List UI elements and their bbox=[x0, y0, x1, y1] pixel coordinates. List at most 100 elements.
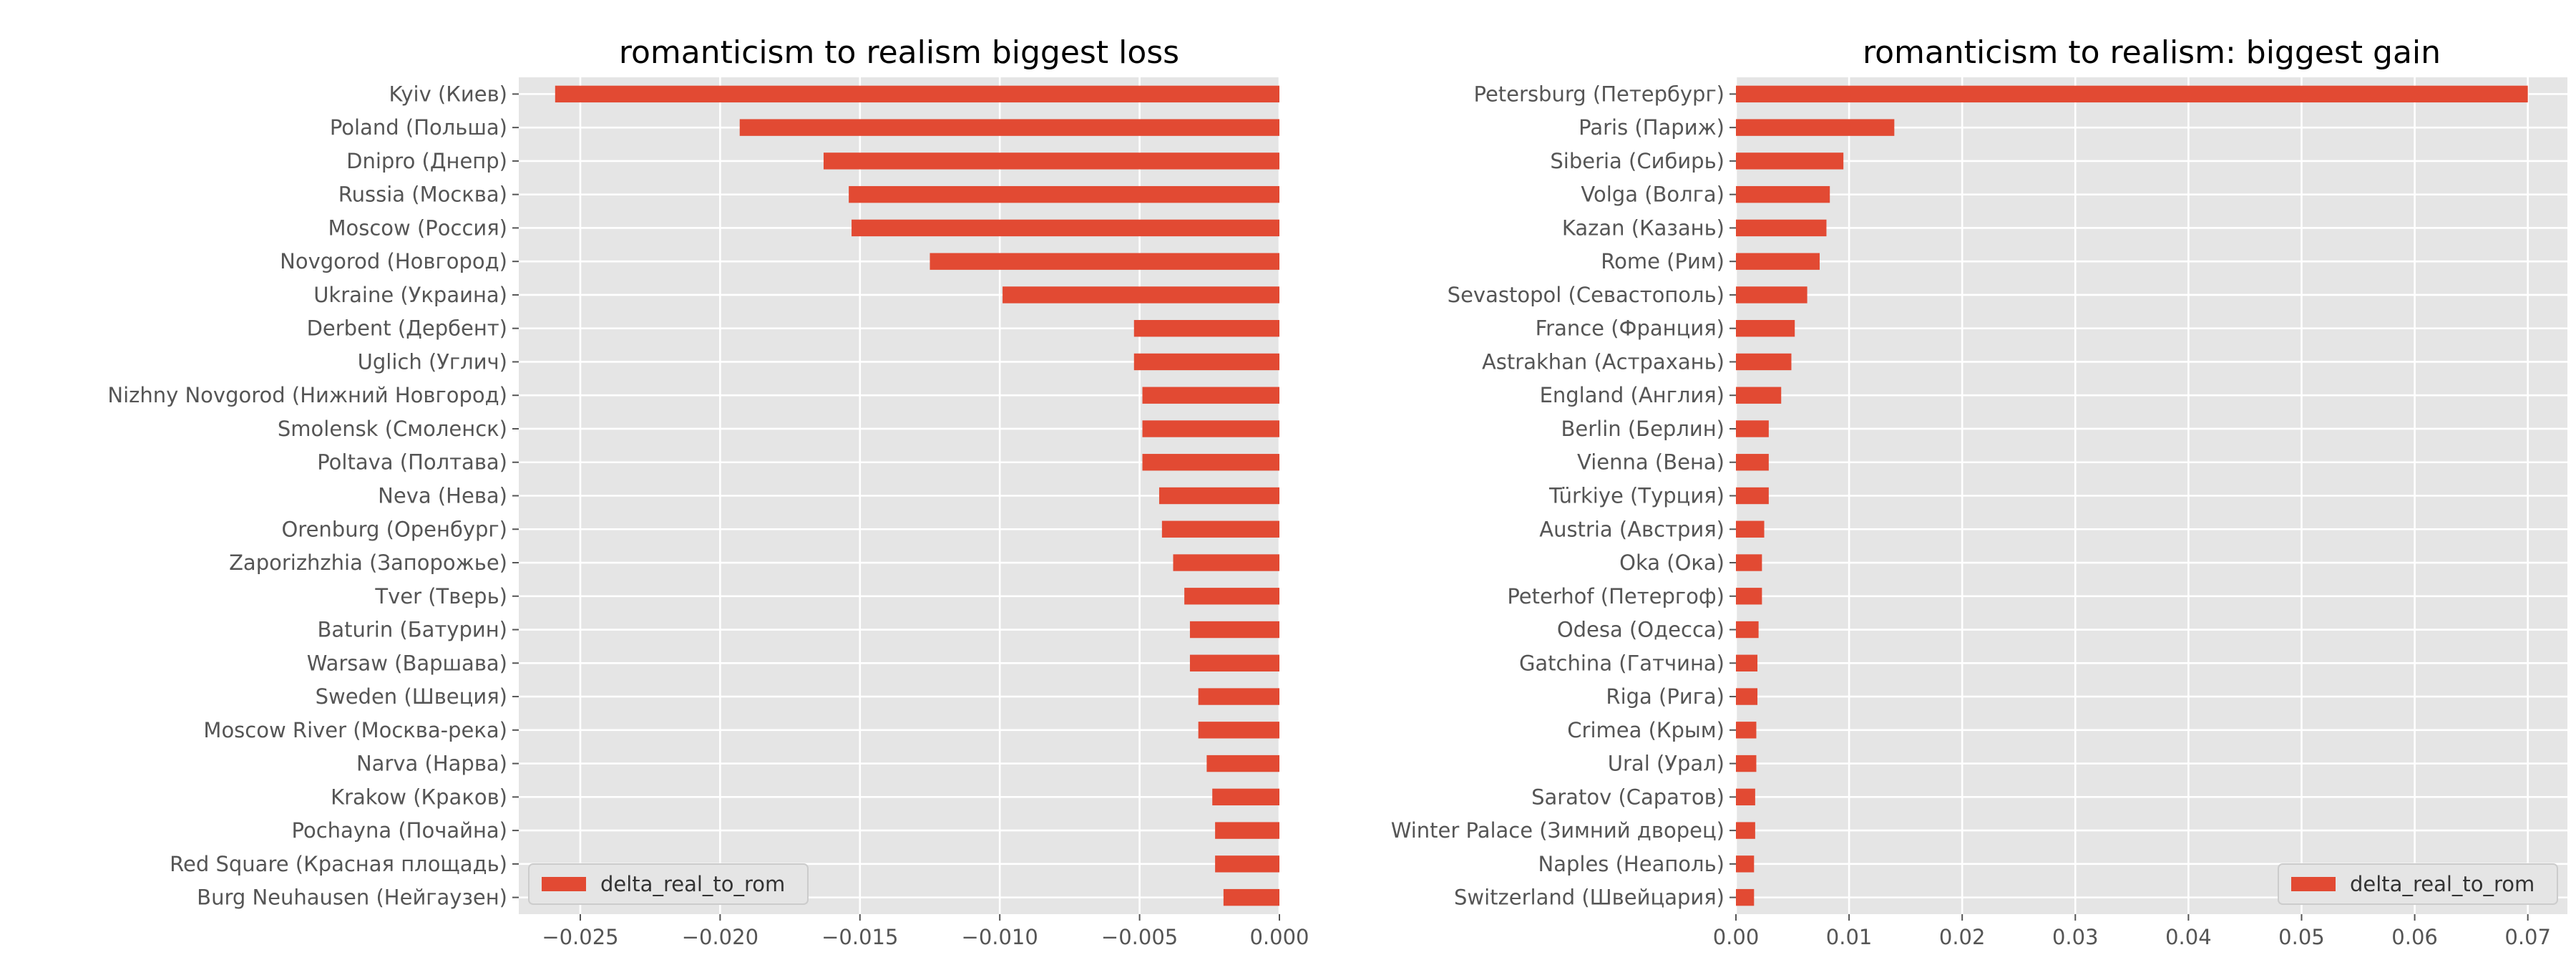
x-tick-label: −0.010 bbox=[962, 925, 1038, 949]
legend-box bbox=[528, 863, 809, 905]
y-tick-label: Smolensk (Смоленск) bbox=[278, 417, 507, 441]
legend-swatch bbox=[2291, 877, 2336, 891]
bar bbox=[1736, 520, 1765, 538]
y-tick-label: Austria (Австрия) bbox=[1539, 517, 1724, 541]
y-tick-label: Poltava (Полтава) bbox=[317, 450, 507, 475]
bar bbox=[1198, 722, 1279, 739]
bar bbox=[930, 253, 1279, 270]
y-tick-label: Sweden (Швеция) bbox=[316, 684, 507, 709]
bar bbox=[1736, 788, 1755, 806]
bar bbox=[1736, 387, 1782, 404]
bar bbox=[1736, 654, 1758, 671]
x-tick-label: −0.020 bbox=[682, 925, 758, 949]
y-tick-label: Saratov (Саратов) bbox=[1531, 785, 1724, 809]
bar bbox=[1161, 520, 1279, 538]
y-tick-label: Warsaw (Варшава) bbox=[307, 651, 507, 675]
x-tick-label: 0.05 bbox=[2278, 925, 2325, 949]
bar bbox=[1736, 119, 1895, 136]
y-tick-label: Zaporizhzhia (Запорожье) bbox=[229, 551, 507, 575]
y-tick-label: Krakow (Краков) bbox=[331, 785, 507, 809]
bar bbox=[1736, 320, 1795, 337]
bar bbox=[852, 219, 1279, 237]
bar bbox=[1223, 888, 1279, 906]
y-tick-label: Siberia (Сибирь) bbox=[1550, 149, 1724, 173]
y-tick-label: Petersburg (Петербург) bbox=[1474, 82, 1724, 106]
y-tick-label: Türkiye (Турция) bbox=[1548, 484, 1724, 508]
bar bbox=[1142, 454, 1279, 471]
bar bbox=[1158, 487, 1279, 505]
x-tick-label: −0.005 bbox=[1101, 925, 1178, 949]
bar bbox=[1736, 353, 1792, 371]
y-tick-label: Orenburg (Оренбург) bbox=[281, 517, 507, 541]
y-tick-label: Switzerland (Швейцария) bbox=[1454, 886, 1724, 910]
bar bbox=[555, 85, 1279, 103]
bar bbox=[1736, 722, 1757, 739]
bar bbox=[1215, 855, 1279, 873]
y-tick-label: Tver (Тверь) bbox=[374, 584, 507, 608]
bar bbox=[1189, 621, 1279, 639]
x-tick-label: 0.00 bbox=[1713, 925, 1760, 949]
bar bbox=[1736, 219, 1827, 237]
y-tick-label: Winter Palace (Зимний дворец) bbox=[1391, 818, 1724, 843]
y-tick-label: Novgorod (Новгород) bbox=[280, 249, 507, 273]
bar bbox=[1212, 788, 1279, 806]
y-tick-label: Volga (Волга) bbox=[1581, 183, 1724, 207]
bar bbox=[1133, 320, 1279, 337]
y-tick-label: Paris (Париж) bbox=[1579, 115, 1724, 140]
x-tick-label: 0.04 bbox=[2165, 925, 2212, 949]
y-tick-label: Baturin (Батурин) bbox=[317, 618, 507, 642]
bar bbox=[1736, 253, 1820, 270]
bar bbox=[1173, 554, 1279, 571]
y-tick-label: Kyiv (Киев) bbox=[389, 82, 507, 106]
y-tick-label: Poland (Польша) bbox=[330, 115, 507, 140]
y-tick-label: Nizhny Novgorod (Нижний Новгород) bbox=[107, 383, 507, 407]
bar bbox=[823, 152, 1279, 170]
y-tick-label: Rome (Рим) bbox=[1601, 249, 1724, 273]
bar bbox=[1736, 621, 1759, 639]
legend: delta_real_to_rom bbox=[528, 863, 809, 905]
bar bbox=[1142, 420, 1279, 437]
bar bbox=[1736, 420, 1769, 437]
bar bbox=[1736, 487, 1769, 505]
bar bbox=[1736, 755, 1757, 772]
y-tick-label: Dnipro (Днепр) bbox=[346, 149, 507, 173]
bar bbox=[1736, 855, 1755, 873]
bar bbox=[1002, 286, 1279, 304]
bar bbox=[1215, 822, 1279, 839]
bar bbox=[1736, 888, 1755, 906]
y-tick-label: France (Франция) bbox=[1536, 316, 1724, 341]
bar bbox=[1133, 353, 1279, 371]
bar bbox=[1736, 588, 1762, 605]
legend-swatch bbox=[542, 877, 586, 891]
bar bbox=[1736, 85, 2528, 103]
y-tick-label: Moscow (Россия) bbox=[328, 215, 507, 240]
x-tick-label: 0.01 bbox=[1826, 925, 1873, 949]
y-tick-label: Odesa (Одесса) bbox=[1557, 618, 1724, 642]
bar bbox=[1736, 554, 1762, 571]
y-tick-label: Neva (Нева) bbox=[378, 484, 507, 508]
x-tick-label: −0.015 bbox=[821, 925, 898, 949]
x-tick-label: 0.02 bbox=[1939, 925, 1986, 949]
x-tick-label: 0.03 bbox=[2052, 925, 2099, 949]
x-tick-label: −0.025 bbox=[542, 925, 618, 949]
bar bbox=[1206, 755, 1279, 772]
y-tick-label: Naples (Неаполь) bbox=[1538, 852, 1724, 876]
bar bbox=[1198, 688, 1279, 705]
bar bbox=[849, 185, 1279, 203]
y-tick-label: Vienna (Вена) bbox=[1577, 450, 1724, 475]
legend-label: delta_real_to_rom bbox=[2350, 872, 2534, 896]
chart-title: romanticism to realism: biggest gain bbox=[1863, 34, 2441, 71]
chart-panel-1: Kyiv (Киев) Poland (Польша) Dnipro (Днепр)… bbox=[107, 34, 1309, 949]
y-tick-label: Berlin (Берлин) bbox=[1561, 417, 1725, 441]
chart-title: romanticism to realism biggest loss bbox=[619, 34, 1179, 71]
y-tick-label: Ukraine (Украина) bbox=[313, 283, 507, 307]
chart-panel-2: Petersburg (Петербург) Paris (Париж) Siber… bbox=[1391, 34, 2567, 949]
y-tick-label: Narva (Нарва) bbox=[356, 752, 507, 776]
y-tick-label: Kazan (Казань) bbox=[1562, 215, 1724, 240]
y-tick-label: Russia (Москва) bbox=[338, 183, 507, 207]
y-tick-label: Riga (Рига) bbox=[1606, 684, 1724, 709]
legend-box bbox=[2278, 863, 2558, 905]
y-tick-label: Oka (Ока) bbox=[1619, 551, 1724, 575]
